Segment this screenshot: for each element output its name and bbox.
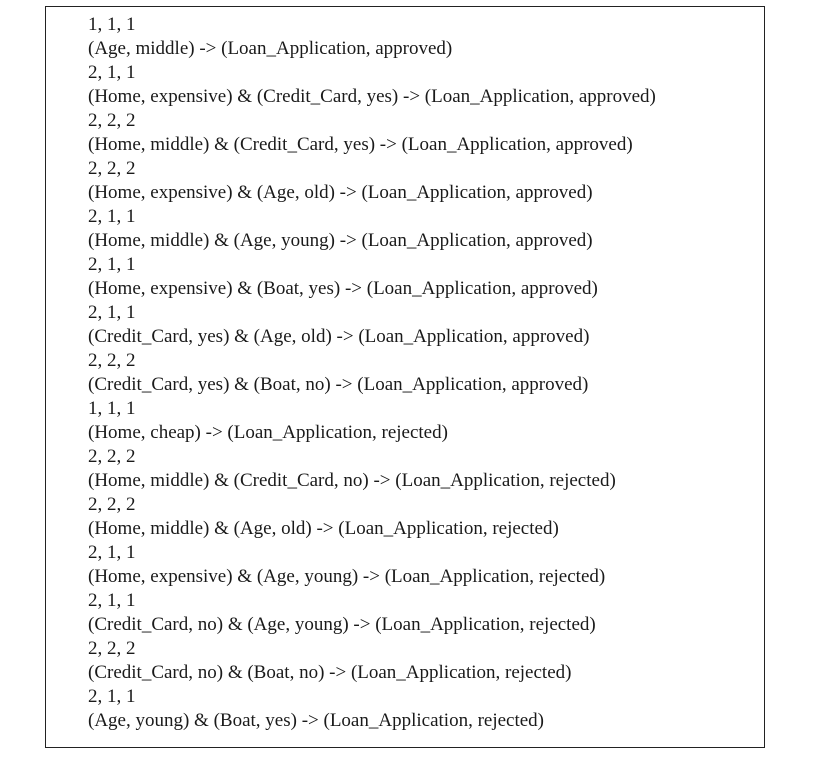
rule-entry: 2, 2, 2 (Home, middle) & (Age, old) -> (… [88, 493, 656, 541]
rule-counts: 2, 2, 2 [88, 494, 136, 515]
rule-set-box: 1, 1, 1 (Age, middle) -> (Loan_Applicati… [45, 6, 765, 748]
rule-entry: 1, 1, 1 (Home, cheap) -> (Loan_Applicati… [88, 397, 656, 445]
rule-text: (Home, middle) & (Age, young) -> (Loan_A… [88, 230, 593, 251]
rule-text: (Credit_Card, no) & (Boat, no) -> (Loan_… [88, 662, 572, 683]
rule-text: (Credit_Card, no) & (Age, young) -> (Loa… [88, 614, 596, 635]
rule-entry: 2, 1, 1 (Home, expensive) & (Age, young)… [88, 541, 656, 589]
rule-counts: 2, 1, 1 [88, 302, 136, 323]
rule-counts: 2, 2, 2 [88, 446, 136, 467]
rule-text: (Home, cheap) -> (Loan_Application, reje… [88, 422, 448, 443]
rule-counts: 1, 1, 1 [88, 398, 136, 419]
rule-counts: 2, 1, 1 [88, 206, 136, 227]
rule-text: (Credit_Card, yes) & (Age, old) -> (Loan… [88, 326, 590, 347]
rule-counts: 2, 1, 1 [88, 590, 136, 611]
rule-counts: 2, 1, 1 [88, 542, 136, 563]
rule-text: (Home, expensive) & (Boat, yes) -> (Loan… [88, 278, 598, 299]
rule-text: (Home, expensive) & (Age, old) -> (Loan_… [88, 182, 593, 203]
rule-text: (Age, young) & (Boat, yes) -> (Loan_Appl… [88, 710, 545, 731]
rule-text: (Home, middle) & (Age, old) -> (Loan_App… [88, 518, 559, 539]
rule-entry: 2, 1, 1 (Home, expensive) & (Boat, yes) … [88, 253, 656, 301]
rule-text: (Credit_Card, yes) & (Boat, no) -> (Loan… [88, 374, 589, 395]
rule-counts: 2, 2, 2 [88, 110, 136, 131]
rule-text: (Home, middle) & (Credit_Card, yes) -> (… [88, 134, 633, 155]
rule-entry: 2, 1, 1 (Credit_Card, no) & (Age, young)… [88, 589, 656, 637]
rule-entry: 2, 1, 1 (Credit_Card, yes) & (Age, old) … [88, 301, 656, 349]
rule-entry: 2, 2, 2 (Credit_Card, yes) & (Boat, no) … [88, 349, 656, 397]
rule-entry: 2, 2, 2 (Home, expensive) & (Age, old) -… [88, 157, 656, 205]
rule-entry: 2, 2, 2 (Credit_Card, no) & (Boat, no) -… [88, 637, 656, 685]
rule-entry: 2, 1, 1 (Home, middle) & (Age, young) ->… [88, 205, 656, 253]
rule-entry: 2, 2, 2 (Home, middle) & (Credit_Card, y… [88, 109, 656, 157]
rule-text: (Home, middle) & (Credit_Card, no) -> (L… [88, 470, 616, 491]
rule-counts: 2, 2, 2 [88, 350, 136, 371]
rule-text: (Home, expensive) & (Age, young) -> (Loa… [88, 566, 606, 587]
rule-counts: 2, 2, 2 [88, 638, 136, 659]
rule-list: 1, 1, 1 (Age, middle) -> (Loan_Applicati… [88, 13, 656, 733]
rule-text: (Home, expensive) & (Credit_Card, yes) -… [88, 86, 656, 107]
rule-counts: 2, 1, 1 [88, 62, 136, 83]
rule-entry: 2, 1, 1 (Home, expensive) & (Credit_Card… [88, 61, 656, 109]
rule-entry: 2, 1, 1 (Age, young) & (Boat, yes) -> (L… [88, 685, 656, 733]
rule-counts: 2, 1, 1 [88, 686, 136, 707]
rule-entry: 2, 2, 2 (Home, middle) & (Credit_Card, n… [88, 445, 656, 493]
rule-counts: 2, 1, 1 [88, 254, 136, 275]
rule-counts: 1, 1, 1 [88, 14, 136, 35]
rule-counts: 2, 2, 2 [88, 158, 136, 179]
rule-text: (Age, middle) -> (Loan_Application, appr… [88, 38, 453, 59]
rule-entry: 1, 1, 1 (Age, middle) -> (Loan_Applicati… [88, 13, 656, 61]
